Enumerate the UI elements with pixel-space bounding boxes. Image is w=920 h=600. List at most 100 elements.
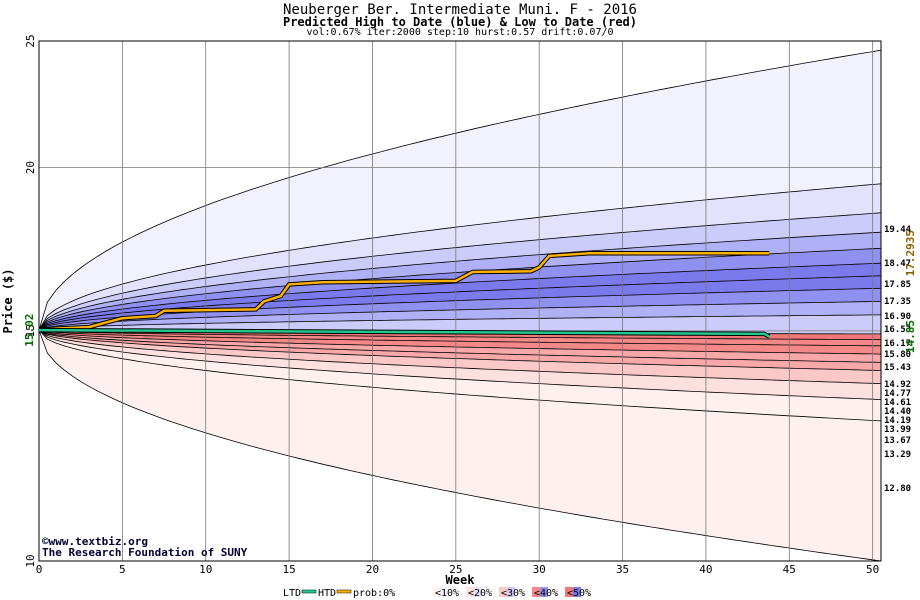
percentile-value-label: 15.43 [884, 363, 911, 373]
percentile-line [38, 329, 882, 400]
percentile-value-label: 16.53 [884, 325, 911, 335]
x-tick-label: 20 [366, 563, 379, 576]
percentile-value-label: 14.61 [884, 398, 911, 408]
percentile-value-label: 16.90 [884, 312, 911, 322]
low-band [39, 330, 881, 363]
high-band [39, 288, 881, 331]
htd-line [38, 251, 770, 332]
legend-swatch-high [573, 587, 581, 597]
percentile-line [38, 329, 882, 384]
high-band [39, 183, 881, 331]
chart-subtitle: Predicted High to Date (blue) & Low to D… [282, 15, 637, 29]
percentile-line [38, 275, 882, 331]
legend-ltd-label: LTD [283, 588, 301, 599]
legend-prob-bucket: <10% [435, 588, 459, 599]
x-axis-label: Week [446, 573, 476, 587]
legend-prob-bucket: <20% [468, 588, 492, 599]
legend-swatch-high [540, 587, 548, 597]
percentile-value-label: 13.99 [884, 425, 911, 435]
percentile-line [38, 262, 882, 331]
percentile-value-label: 14.92 [884, 380, 911, 390]
legend-swatch-low [565, 587, 573, 597]
y-tick-label: 10 [24, 554, 37, 567]
chart-parameters: vol:0.67% iter:2000 step:10 hurst:0.57 d… [306, 27, 614, 38]
y-tick-label: 20 [24, 161, 37, 174]
low-band [39, 330, 881, 400]
percentile-line [38, 329, 882, 562]
percentile-value-label: 17.35 [884, 297, 911, 307]
legend-prob-label: prob:0% [353, 588, 395, 599]
percentile-line [38, 49, 882, 331]
percentile-line [38, 183, 882, 331]
percentile-line [38, 329, 882, 341]
percentile-value-label: 13.29 [884, 450, 911, 460]
x-tick-label: 10 [199, 563, 212, 576]
percentile-line [38, 212, 882, 331]
x-tick-label: 45 [783, 563, 796, 576]
high-band [39, 248, 881, 331]
percentile-value-label: 14.77 [884, 389, 911, 399]
percentile-value-label: 13.67 [884, 436, 911, 446]
low-band [39, 330, 881, 355]
percentile-line [38, 329, 881, 347]
low-band [39, 330, 881, 421]
ltd-line [38, 328, 770, 338]
legend-swatch-low [532, 587, 540, 597]
legend-prob-bucket: <50% [567, 588, 591, 599]
x-tick-label: 5 [119, 563, 126, 576]
x-tick-label: 50 [866, 563, 879, 576]
x-tick-label: 15 [282, 563, 295, 576]
legend-swatch-high [406, 587, 414, 597]
watermark-org: The Research Foundation of SUNY [42, 546, 248, 559]
percentile-line [38, 231, 882, 331]
high-band [39, 301, 881, 331]
legend-htd-label: HTD [318, 588, 336, 599]
percentile-value-label: 19.44 [884, 225, 912, 235]
low-band [39, 330, 881, 346]
legend-prob-bucket: <30% [501, 588, 525, 599]
percentile-line [38, 329, 882, 371]
legend-swatch-high [507, 587, 515, 597]
legend-htd-swatch [336, 589, 352, 594]
start-price-label: 15.02 [23, 314, 36, 347]
legend-swatch-low [466, 587, 474, 597]
percentile-value-label: 18.47 [884, 259, 911, 269]
x-tick-label: 35 [616, 563, 629, 576]
percentile-value-label: 16.17 [884, 339, 911, 349]
percentile-line [38, 314, 881, 331]
percentile-line [38, 301, 882, 331]
y-tick-label: 25 [24, 34, 37, 47]
y-axis-label: Price ($) [1, 268, 15, 333]
plot-border [38, 40, 882, 562]
percentile-value-label: 12.80 [884, 484, 911, 494]
percentile-line [38, 329, 882, 355]
percentile-value-label: 15.80 [884, 350, 911, 360]
percentile-line [38, 329, 882, 422]
high-band [39, 232, 881, 331]
x-tick-label: 30 [533, 563, 546, 576]
percentile-value-label: 14.40 [884, 407, 911, 417]
x-tick-label: 0 [36, 563, 43, 576]
chart-title: Neuberger Ber. Intermediate Muni. F - 20… [282, 2, 637, 18]
high-band [39, 263, 881, 331]
percentile-value-label: 17.85 [884, 280, 911, 290]
htd-end-label: 17.2935 [904, 230, 917, 276]
watermark-url: ©www.textbiz.org [42, 535, 148, 548]
x-tick-label: 40 [699, 563, 712, 576]
legend-swatch-low [433, 587, 441, 597]
legend-swatch-high [441, 587, 449, 597]
legend-ltd-swatch [301, 589, 317, 594]
high-band [39, 275, 881, 331]
legend-swatch-low [499, 587, 507, 597]
high-band [39, 50, 881, 331]
percentile-value-label: 14.19 [884, 416, 911, 426]
x-tick-label: 25 [449, 563, 462, 576]
percentile-line [38, 329, 882, 363]
legend-prob-bucket: <40% [534, 588, 558, 599]
legend-swatch-high [474, 587, 482, 597]
legend-swatch-low [398, 587, 406, 597]
low-band [39, 330, 881, 371]
high-band [39, 212, 881, 331]
